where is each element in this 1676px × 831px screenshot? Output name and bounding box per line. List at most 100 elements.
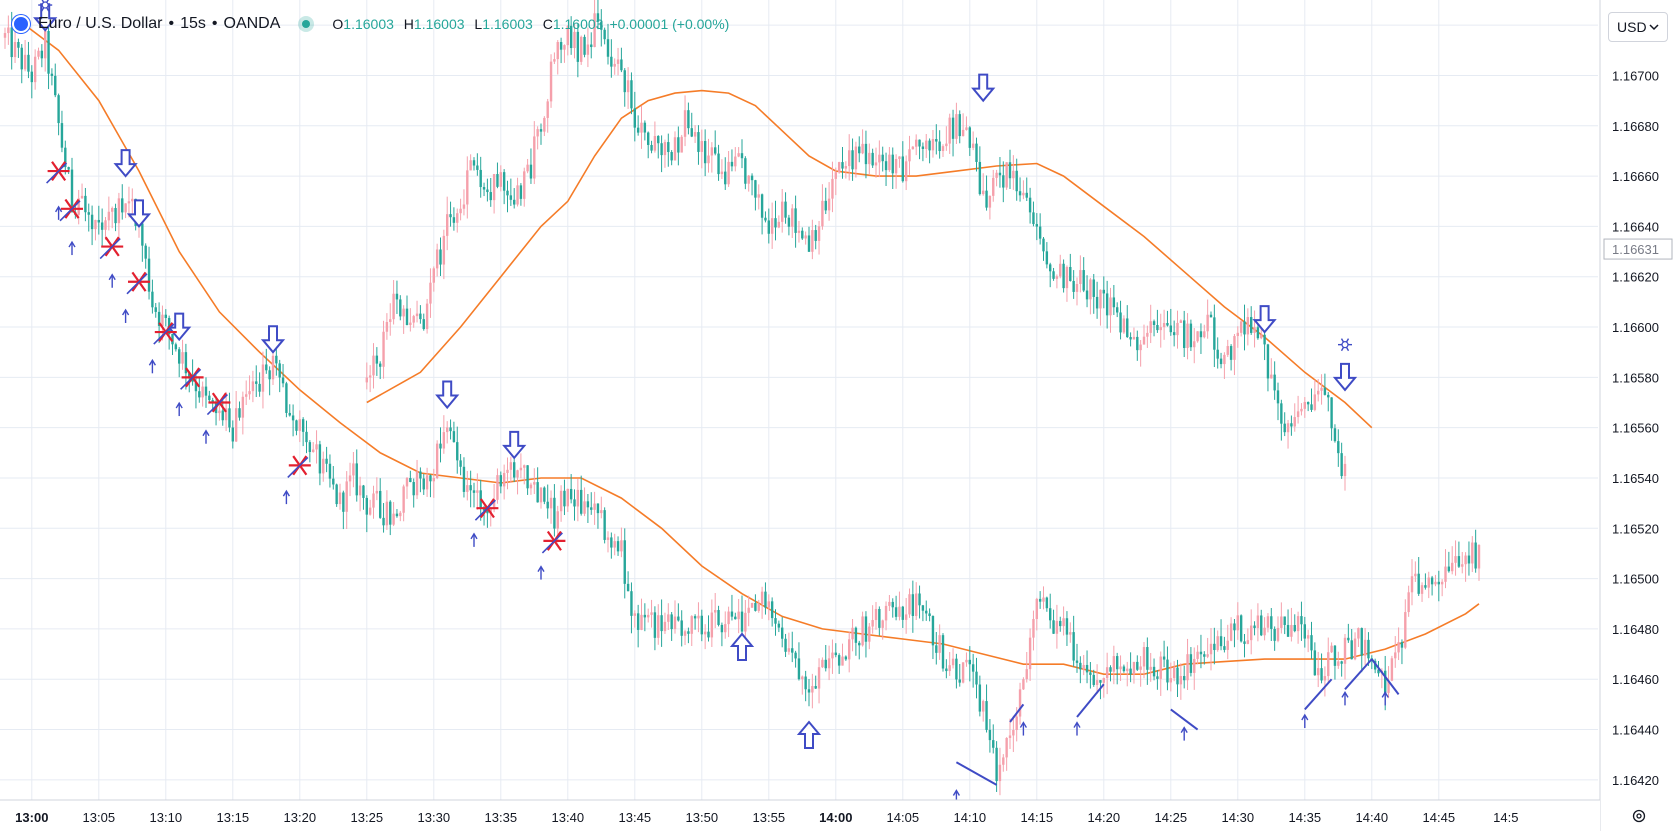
candle-body — [827, 658, 831, 669]
candle-body — [332, 478, 335, 485]
candle-body — [1451, 562, 1454, 572]
candle-body — [858, 642, 861, 646]
candle-body — [904, 161, 908, 182]
settings-button[interactable] — [1628, 806, 1650, 826]
candle-body — [181, 352, 184, 364]
legend-separator: • — [168, 15, 175, 32]
candle-body — [955, 114, 958, 139]
candle-body — [1059, 263, 1062, 277]
currency-selector[interactable]: USD — [1608, 12, 1668, 42]
candle-body — [372, 493, 375, 508]
candle-body — [677, 616, 680, 621]
moving-average-line — [366, 89, 1373, 429]
candle-body — [261, 364, 265, 392]
candle-body — [1095, 296, 1099, 309]
candle-body — [931, 139, 935, 151]
candle-body — [405, 478, 409, 487]
candle-body — [1313, 394, 1317, 410]
candle-body — [596, 13, 600, 22]
candle-body — [449, 427, 452, 432]
candle-body — [616, 541, 620, 552]
candle-body — [720, 624, 724, 633]
candle-body — [365, 497, 368, 515]
moving-average-line — [17, 19, 1480, 675]
cross-marker — [126, 271, 150, 295]
candle-body — [1293, 417, 1296, 427]
time-tick-label: 13:00 — [15, 810, 48, 825]
candle-body — [348, 475, 352, 482]
time-tick-label: 14:15 — [1021, 810, 1054, 825]
small-up-arrow — [1381, 691, 1389, 706]
candle-body — [265, 364, 268, 371]
candle-body — [791, 208, 794, 227]
time-tick-label: 13:20 — [284, 810, 317, 825]
candle-body — [871, 620, 874, 627]
candle-body — [1343, 463, 1347, 477]
candle-body — [1189, 323, 1193, 348]
candle-body — [623, 70, 626, 93]
time-tick-label: 13:55 — [753, 810, 786, 825]
candle-body — [1132, 661, 1136, 675]
candle-body — [472, 490, 476, 493]
candle-body — [1437, 581, 1440, 585]
moving-average-lines — [17, 19, 1480, 675]
time-tick-label: 13:15 — [217, 810, 250, 825]
candle-body — [1015, 170, 1018, 192]
candle-body — [13, 41, 17, 58]
candle-body — [147, 258, 151, 292]
down-arrow-marker — [435, 380, 460, 410]
candle-body — [1320, 668, 1323, 681]
candle-body — [647, 614, 650, 618]
candle-body — [667, 614, 670, 622]
candle-body — [1038, 598, 1042, 602]
candle-body — [536, 129, 539, 137]
candle-body — [553, 497, 556, 529]
candle-body — [1126, 668, 1129, 672]
candle-body — [506, 190, 509, 196]
candle-body — [693, 132, 697, 137]
ohlc-values: O1.16003 H1.16003 L1.16003 C1.16003 — [332, 16, 609, 32]
candle-body — [1012, 730, 1015, 736]
candle-body — [556, 42, 559, 60]
candle-body — [543, 117, 546, 132]
candle-body — [178, 349, 181, 364]
candle-body — [606, 537, 610, 540]
candle-body — [472, 160, 476, 166]
symbol-name[interactable]: Euro / U.S. Dollar — [38, 15, 163, 32]
candle-body — [47, 31, 50, 74]
candle-body — [1209, 314, 1213, 318]
candle-body — [442, 235, 446, 265]
small-up-arrow — [1073, 721, 1081, 736]
candle-body — [1260, 334, 1263, 339]
candle-body — [415, 471, 419, 496]
candle-body — [452, 431, 456, 443]
candle-body — [335, 484, 338, 505]
candle-body — [1347, 637, 1350, 641]
candle-body — [322, 458, 325, 474]
close-value: 1.16003 — [552, 16, 604, 32]
candle-body — [884, 605, 888, 621]
candle-body — [961, 129, 965, 137]
candle-body — [958, 679, 961, 683]
candle-body — [1199, 331, 1203, 338]
candle-body — [931, 616, 935, 646]
cross-marker — [99, 236, 124, 260]
candle-body — [1337, 441, 1340, 454]
candle-body — [1219, 636, 1223, 647]
candle-body — [1186, 323, 1189, 348]
candle-body — [151, 291, 154, 308]
candle-body — [523, 171, 526, 199]
time-tick-label: 13:50 — [686, 810, 719, 825]
candle-body — [1327, 394, 1330, 398]
candle-body — [1065, 618, 1069, 635]
interval-label[interactable]: 15s — [180, 15, 206, 32]
candle-body — [502, 172, 506, 191]
candle-body — [368, 375, 372, 378]
candle-body — [368, 507, 372, 515]
candle-body — [1028, 197, 1032, 213]
candle-body — [486, 189, 489, 193]
candle-body — [714, 147, 717, 154]
candle-body — [409, 478, 412, 483]
